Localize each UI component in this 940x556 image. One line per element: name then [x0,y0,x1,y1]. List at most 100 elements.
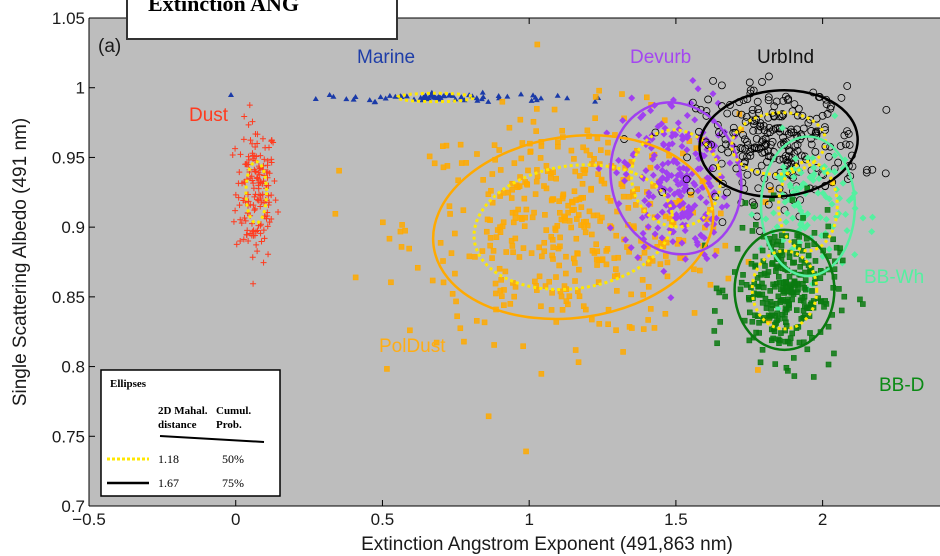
data-point [694,165,702,173]
data-point [326,92,333,98]
data-point [257,230,264,237]
data-point [498,277,504,283]
y-tick-label: 0.85 [52,288,85,307]
data-point [790,100,799,109]
data-point [831,112,839,120]
data-point [250,280,257,287]
data-point [658,234,666,242]
data-point [546,278,553,285]
data-point [676,202,684,210]
data-point [592,94,599,100]
data-point [240,136,247,143]
data-point [588,187,594,193]
data-point [825,195,833,203]
data-point [775,273,782,280]
data-point [793,307,800,313]
data-point [825,245,833,253]
data-point [692,150,700,158]
data-point [771,124,780,133]
data-point [237,151,244,158]
data-point [511,160,518,166]
data-point [803,221,811,229]
data-point [719,287,726,294]
data-point [499,98,506,105]
data-point [491,342,497,348]
data-point [245,198,252,205]
data-point [757,359,764,366]
data-point [518,155,525,162]
group-labels: Dust Marine PolDust Devurb UrbInd BB-Wh … [189,47,924,396]
data-point [611,255,618,261]
data-point [527,149,534,155]
data-point [574,250,580,256]
data-point [491,142,498,148]
data-point [414,264,421,271]
data-point [723,188,731,197]
data-point [481,319,488,326]
data-point [622,170,630,178]
data-point [440,143,446,149]
data-point [754,275,761,281]
data-point [667,294,675,302]
data-point [764,93,773,102]
data-point [794,289,800,296]
data-point [384,366,390,372]
ellipse-50-dust [244,160,269,225]
data-point [487,217,493,223]
data-point [644,223,652,231]
data-point [755,283,761,290]
data-point [533,97,540,103]
data-point [386,235,393,242]
data-point [662,201,670,209]
data-point [557,234,563,241]
data-point [563,270,569,277]
data-point [785,368,791,374]
data-point [688,205,696,213]
data-point [525,167,531,174]
data-point [452,270,458,277]
data-point [664,192,672,200]
data-point [793,140,802,149]
data-point [579,181,586,187]
data-point [748,211,756,219]
data-point [584,127,591,134]
legend-col1-header-2: distance [158,419,197,431]
y-tick-label: 0.95 [52,148,85,167]
data-point [792,155,800,163]
data-point [453,298,459,305]
data-point [669,228,677,236]
data-point [520,245,527,251]
data-point [605,139,611,146]
data-point [702,198,710,206]
data-point [658,166,666,174]
data-point [781,198,789,206]
data-point [825,223,832,230]
data-point [863,166,871,174]
data-point [759,280,765,287]
data-point [563,298,570,304]
data-point [243,231,250,238]
data-point [753,329,759,336]
data-point [804,210,812,218]
data-point [868,228,876,236]
data-point [541,239,548,246]
data-point [814,189,822,197]
data-point [575,359,582,365]
data-point [533,178,540,185]
data-point [533,128,539,134]
data-point [501,287,507,293]
data-point [537,95,544,101]
data-point [622,236,630,244]
data-point [500,190,507,196]
data-point [818,298,824,305]
data-point [775,293,782,300]
data-point [440,164,447,171]
data-point [639,111,647,119]
data-point [662,311,669,317]
data-point [709,77,717,85]
data-point [431,160,438,167]
data-point [510,219,517,226]
data-point [761,134,770,143]
data-point [822,232,829,239]
data-point [791,239,798,245]
